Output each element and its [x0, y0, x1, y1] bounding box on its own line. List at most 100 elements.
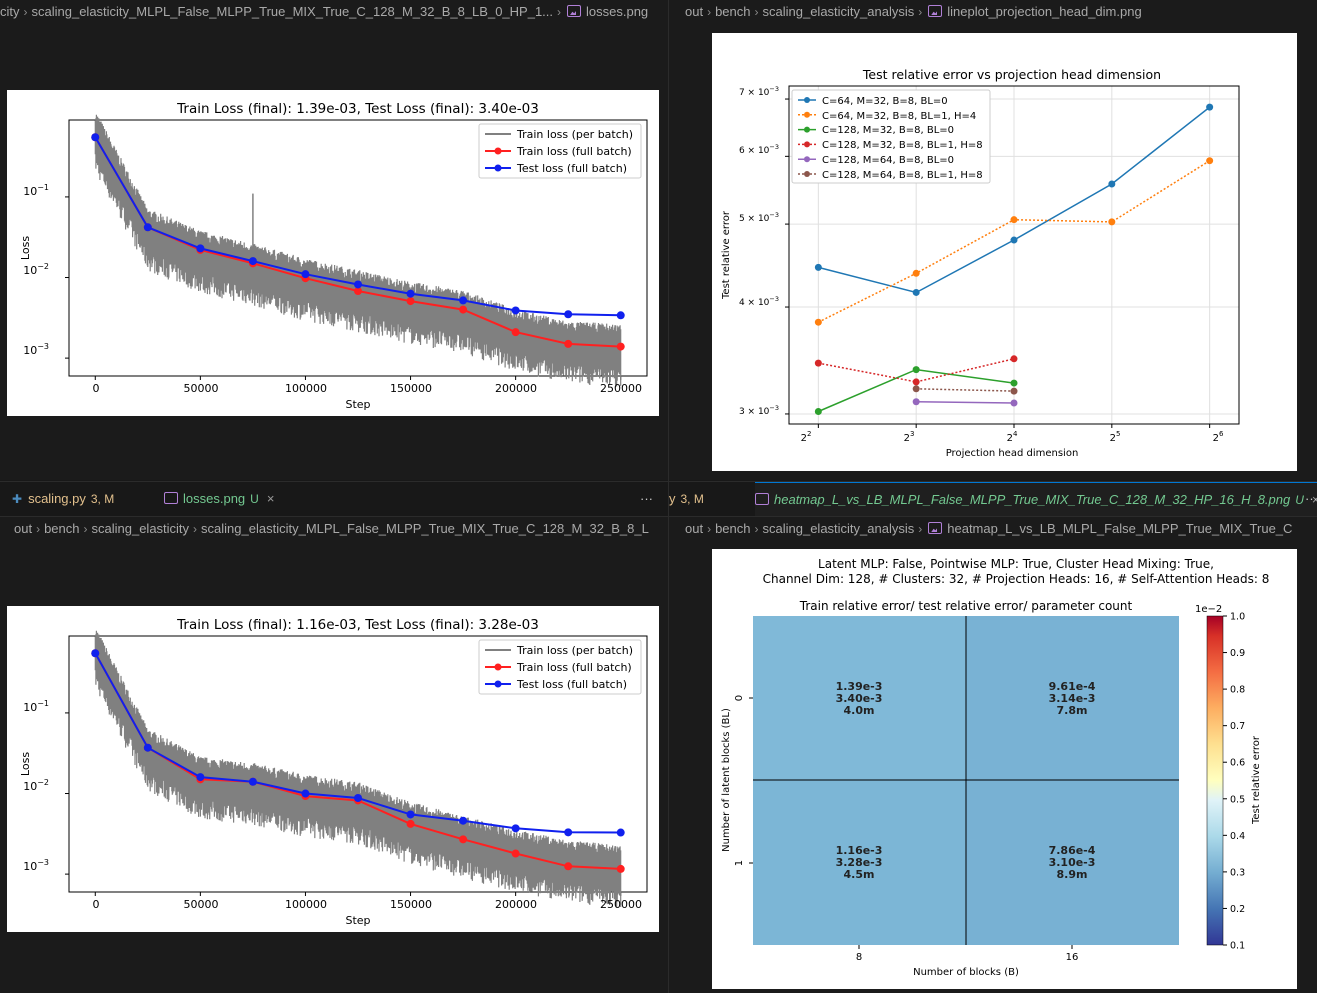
series-point [1010, 216, 1018, 224]
tab-losses-png[interactable]: losses.png U × [164, 482, 274, 516]
breadcrumb-item[interactable]: out [685, 4, 704, 19]
tab-label: losses.png [183, 491, 246, 506]
tab-scaling-py-truncated[interactable]: y 3, M [669, 482, 704, 516]
series-point [1010, 236, 1018, 244]
test-full-point [196, 773, 205, 782]
cell-value: 3.14e-3 [1049, 692, 1096, 705]
y-tick-label: 10−3 [23, 342, 49, 357]
test-full-point [459, 296, 468, 305]
tab-label: y [669, 491, 676, 506]
colorbar-tick-label: 0.2 [1230, 904, 1245, 915]
lineplot-chart: Test relative error vs projection head d… [721, 67, 1240, 459]
more-actions-button[interactable]: ··· [1305, 491, 1317, 506]
close-icon[interactable]: × [266, 491, 275, 506]
train-full-point [354, 287, 362, 296]
top-left-pane: city › scaling_elasticity_MLPL_False_MLPP_… [0, 0, 668, 480]
x-axis-label: Number of blocks (B) [913, 967, 1019, 978]
horizontal-divider[interactable] [0, 481, 1317, 482]
cell-value: 9.61e-4 [1049, 680, 1096, 693]
cell-value: 3.28e-3 [836, 856, 883, 869]
chevron-right-icon: › [707, 5, 712, 19]
breadcrumb-item[interactable]: scaling_elasticity [91, 521, 190, 536]
legend-marker [804, 156, 810, 163]
breadcrumb-item[interactable]: lineplot_projection_head_dim.png [947, 4, 1142, 19]
vertical-divider[interactable] [668, 0, 669, 993]
breadcrumb-item[interactable]: heatmap_L_vs_LB_MLPL_False_MLPP_True_MIX… [947, 521, 1293, 536]
colorbar-tick-label: 0.6 [1230, 758, 1245, 769]
series-point [912, 385, 920, 393]
breadcrumb: out › bench › scaling_elasticity_analysis › he… [685, 517, 1317, 541]
series-point [1206, 157, 1214, 165]
train-full-point [406, 297, 415, 306]
legend-entry: C=128, M=64, B=8, BL=0 [822, 155, 954, 166]
colorbar-tick-label: 0.3 [1230, 867, 1245, 878]
cell-value: 8.9m [1057, 868, 1088, 881]
colorbar-tick-label: 0.9 [1230, 648, 1245, 659]
y-tick-label: 1 [734, 860, 745, 866]
x-tick-label: 50000 [184, 382, 219, 395]
legend-marker [804, 171, 810, 177]
cell-value: 7.86e-4 [1049, 844, 1096, 857]
legend: Train loss (per batch) Train loss (full … [478, 123, 642, 179]
y-tick-label: 6 × 10−3 [739, 143, 779, 156]
test-full-point [143, 743, 152, 752]
x-axis-label: Projection head dimension [946, 448, 1079, 459]
x-tick-label: 0 [93, 382, 100, 395]
series-point [814, 359, 822, 367]
tab-bar: ✚ scaling.py 3, M losses.png U × ··· [0, 482, 668, 517]
heatmap-figure: Latent MLP: False, Pointwise MLP: True, … [712, 549, 1297, 989]
series-point [912, 288, 920, 296]
train-full-point [564, 862, 573, 871]
x-tick-label: 100000 [285, 382, 327, 395]
breadcrumb-item[interactable]: scaling_elasticity_analysis [762, 521, 915, 536]
series-point [912, 398, 920, 406]
cell-value: 4.0m [844, 704, 875, 717]
x-axis-label: Step [345, 914, 370, 927]
test-full-point [564, 828, 573, 837]
chevron-right-icon: › [557, 5, 562, 19]
image-file-icon [755, 493, 769, 505]
x-tick-label: 100000 [285, 898, 327, 911]
train-full-point [616, 864, 625, 873]
series-point [814, 407, 822, 415]
tab-label: heatmap_L_vs_LB_MLPL_False_MLPP_True_MIX… [774, 492, 1291, 507]
colorbar-tick-label: 0.7 [1230, 721, 1245, 732]
legend-entry: C=64, M=32, B=8, BL=1, H=4 [822, 111, 976, 122]
breadcrumb-item[interactable]: losses.png [586, 4, 649, 19]
train-full-point [459, 305, 468, 314]
chart-title: Test relative error vs projection head d… [862, 67, 1161, 82]
test-full-point [248, 257, 257, 266]
train-batch-series [94, 630, 622, 908]
chevron-right-icon: › [23, 5, 28, 19]
breadcrumb-item[interactable]: scaling_elasticity_analysis [762, 4, 915, 19]
chevron-right-icon: › [754, 522, 759, 536]
tab-status: U [1295, 493, 1304, 507]
tab-heatmap-png[interactable]: heatmap_L_vs_LB_MLPL_False_MLPP_True_MIX… [755, 482, 1317, 516]
close-icon[interactable]: × [1312, 492, 1317, 507]
breadcrumb-item[interactable]: city [0, 4, 20, 19]
chevron-right-icon: › [707, 522, 712, 536]
colorbar-multiplier: 1e−2 [1195, 604, 1222, 615]
breadcrumb-item[interactable]: scaling_elasticity_MLPL_False_MLPP_True_… [201, 521, 649, 536]
y-axis-label: Number of latent blocks (BL) [721, 708, 732, 852]
colorbar-tick-label: 1.0 [1230, 612, 1245, 623]
figure-suptitle: Channel Dim: 128, # Clusters: 32, # Proj… [763, 572, 1270, 586]
breadcrumb-item[interactable]: bench [44, 521, 80, 536]
breadcrumb-item[interactable]: out [685, 521, 704, 536]
test-full-point [91, 133, 100, 142]
x-tick-label: 8 [856, 952, 862, 963]
breadcrumb-item[interactable]: bench [715, 521, 751, 536]
x-tick-label: 50000 [184, 898, 219, 911]
heatmap-chart: Latent MLP: False, Pointwise MLP: True, … [721, 557, 1270, 978]
test-full-point [301, 789, 310, 798]
breadcrumb-item[interactable]: bench [715, 4, 751, 19]
tab-scaling-py[interactable]: ✚ scaling.py 3, M [12, 482, 114, 516]
x-tick-label: 150000 [390, 898, 432, 911]
test-full-point [459, 816, 468, 825]
more-actions-button[interactable]: ··· [640, 491, 653, 506]
breadcrumb-item[interactable]: out [14, 521, 33, 536]
breadcrumb-item[interactable]: scaling_elasticity_MLPL_False_MLPP_True_… [31, 4, 554, 19]
train-full-point [511, 849, 520, 858]
train-batch-series [94, 114, 622, 387]
series-point [912, 269, 920, 277]
